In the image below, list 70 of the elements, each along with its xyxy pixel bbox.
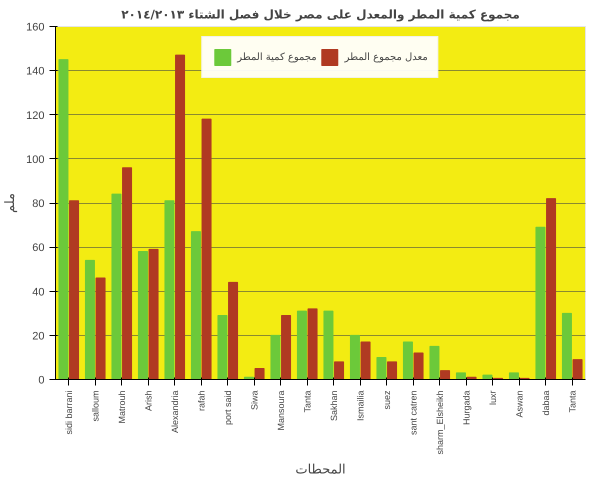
- bar: [508, 372, 519, 380]
- x-tick-label: Arish: [143, 390, 154, 412]
- x-tick-label: Sakhan: [328, 390, 339, 422]
- y-tick-label: 0: [38, 374, 45, 386]
- bar: [111, 194, 122, 380]
- bar: [270, 334, 280, 380]
- bar: [254, 368, 265, 380]
- x-tick-label: sant catren: [408, 390, 418, 436]
- bar: [429, 346, 440, 380]
- x-tick-label: sharm_Elsheikh: [434, 390, 445, 455]
- bar: [164, 200, 174, 380]
- x-tick-label: sidi barrani: [64, 390, 74, 435]
- x-tick-label: Mansoura: [276, 390, 286, 431]
- bar: [122, 167, 132, 380]
- y-tick-label: 120: [26, 110, 45, 122]
- bar: [308, 308, 318, 380]
- x-tick-label: dabaa: [540, 390, 551, 416]
- bar: [456, 372, 466, 380]
- bar: [58, 59, 68, 380]
- bar: [228, 282, 238, 380]
- x-axis-title: المحطات: [295, 462, 346, 478]
- bar: [84, 260, 95, 380]
- x-tick-label: port said: [222, 390, 233, 426]
- x-tick-label: Tanta: [302, 390, 312, 413]
- bar: [69, 200, 80, 380]
- y-tick-label: 20: [32, 330, 45, 342]
- bar: [482, 374, 492, 380]
- y-tick-label: 160: [26, 22, 45, 34]
- bar: [217, 315, 228, 380]
- bar: [387, 361, 398, 380]
- x-tick-label: Hurgada: [461, 390, 472, 426]
- bar: [281, 315, 292, 380]
- x-tick-label: Aswan: [514, 390, 524, 418]
- bar: [440, 370, 450, 380]
- bar: [360, 341, 371, 380]
- bar: [296, 310, 307, 380]
- x-tick-label: Alexandria: [170, 390, 180, 434]
- x-tick-label: Matrouh: [116, 390, 127, 424]
- x-tick-label: salloum: [90, 390, 100, 422]
- bar: [202, 118, 212, 380]
- bar: [138, 251, 148, 380]
- bar: [546, 198, 556, 380]
- y-tick-label: 100: [26, 154, 45, 166]
- bar: [96, 278, 106, 380]
- bar: [562, 312, 572, 380]
- legend-label: مجموع كمية المطر: [237, 52, 317, 62]
- x-tick-label: rafah: [196, 390, 206, 412]
- chart-title: مجموع كمية المطر والمعدل على مصر خلال فصل الشتاء ٢٠١٤/٢٠١٣: [121, 8, 520, 22]
- bar: [323, 310, 334, 380]
- bar: [350, 334, 360, 380]
- bar: [190, 231, 201, 380]
- x-tick-label: Ismailia: [355, 390, 366, 422]
- x-tick-label: luxr: [488, 390, 498, 405]
- x-tick-label: Siwa: [249, 390, 260, 410]
- bar: [175, 54, 186, 380]
- x-tick-label: suez: [382, 390, 392, 410]
- bar: [376, 356, 386, 380]
- bar: [402, 341, 413, 380]
- y-tick-label: 140: [26, 66, 45, 78]
- bar: [535, 226, 546, 380]
- legend-label: معدل مجموع المطر: [344, 52, 428, 62]
- y-tick-label: 80: [32, 198, 45, 210]
- y-tick-label: 40: [32, 286, 45, 298]
- bar: [572, 359, 583, 380]
- y-axis-title: ملم: [3, 193, 18, 213]
- bar: [334, 361, 344, 380]
- y-tick-label: 60: [32, 242, 45, 254]
- x-tick-label: Tanta: [567, 390, 578, 413]
- bar: [148, 248, 159, 380]
- bar: [414, 352, 424, 380]
